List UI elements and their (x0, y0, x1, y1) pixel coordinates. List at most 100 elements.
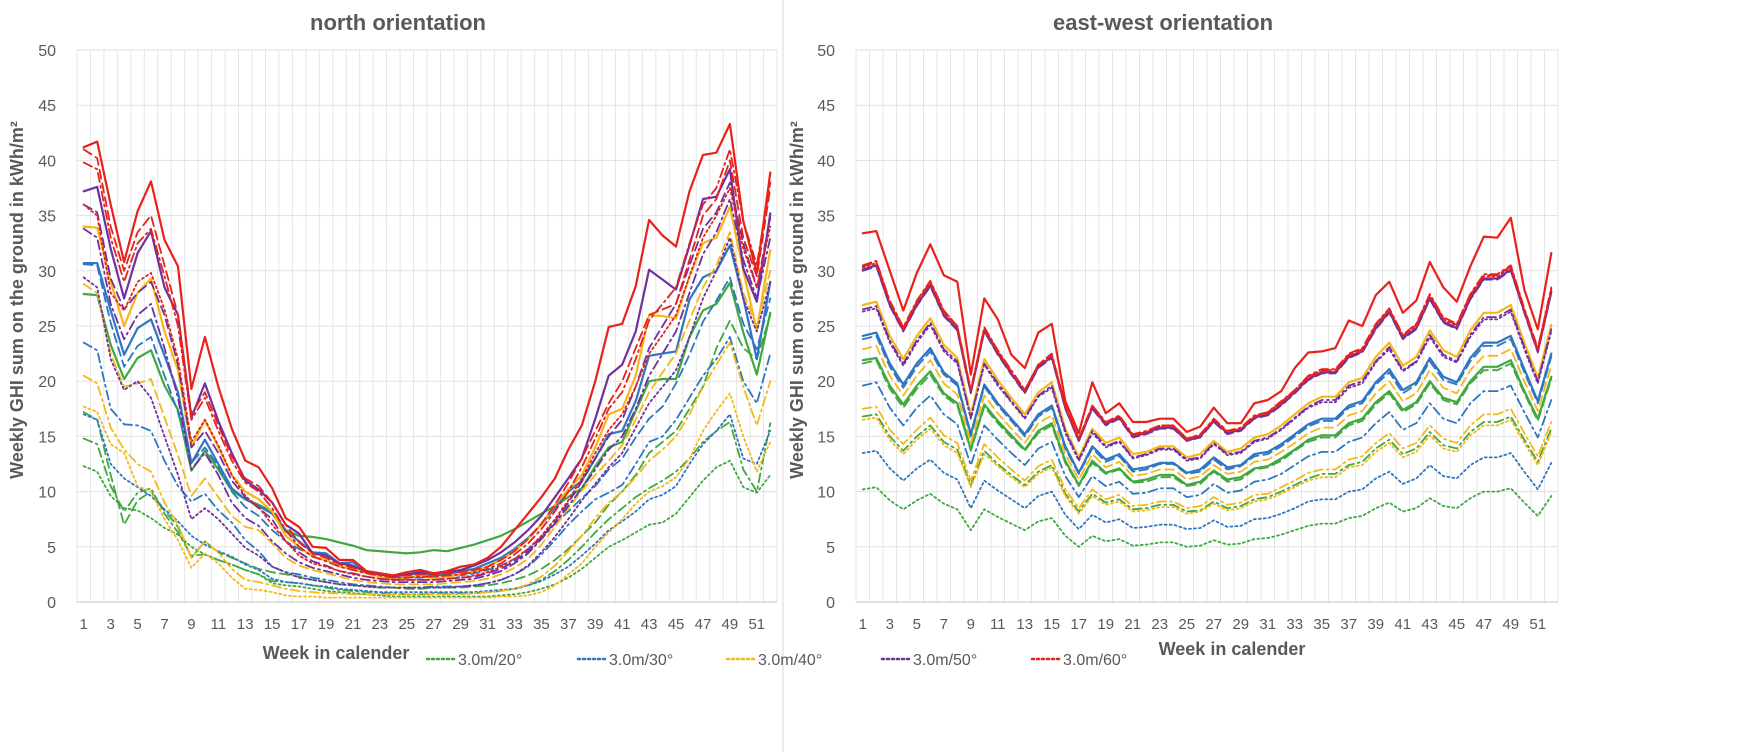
x-tick-label: 49 (722, 616, 739, 633)
x-tick-label: 5 (913, 616, 921, 633)
east-west-series-line-6 (861, 381, 1553, 499)
y-tick-label: 40 (817, 153, 835, 170)
north-x-axis-label: Week in calender (263, 643, 410, 663)
x-tick-label: 29 (452, 616, 469, 633)
x-tick-label: 9 (967, 616, 975, 633)
north-series-line-14 (82, 198, 772, 583)
x-tick-label: 3 (106, 616, 114, 633)
north-series-line-13 (82, 236, 772, 589)
y-tick-label: 5 (47, 540, 56, 557)
east-west-series-line-11 (861, 344, 1553, 481)
y-tick-label: 20 (38, 374, 56, 391)
y-tick-label: 25 (817, 319, 835, 336)
x-tick-label: 37 (560, 616, 577, 633)
x-tick-label: 21 (345, 616, 362, 633)
east-west-series-lines (861, 216, 1553, 548)
east-west-series-line-12 (861, 300, 1553, 459)
x-tick-label: 39 (1367, 616, 1384, 633)
north-series-line-10 (82, 341, 772, 596)
x-tick-label: 49 (1502, 616, 1519, 633)
x-tick-label: 13 (1016, 616, 1033, 633)
x-tick-label: 11 (211, 616, 227, 633)
x-tick-label: 43 (641, 616, 658, 633)
y-tick-label: 15 (817, 429, 835, 446)
x-tick-label: 41 (614, 616, 631, 633)
east-west-series-line-10 (861, 405, 1553, 510)
east-west-series-line-20 (861, 216, 1553, 435)
x-tick-label: 31 (479, 616, 496, 633)
y-tick-label: 0 (47, 595, 56, 612)
north-series-line-20 (82, 122, 772, 577)
north-series-lines (82, 122, 772, 599)
east-west-y-axis-label: Weekly GHI sum on the ground in kWh/m² (787, 121, 807, 479)
x-tick-label: 27 (425, 616, 442, 633)
x-tick-label: 25 (398, 616, 415, 633)
north-chart-title: north orientation (310, 10, 486, 35)
east-west-series-line-4 (861, 356, 1553, 487)
y-tick-label: 30 (817, 264, 835, 281)
north-series-line-9 (82, 392, 772, 599)
x-tick-label: 39 (587, 616, 604, 633)
x-tick-label: 35 (1313, 616, 1330, 633)
x-tick-label: 51 (1529, 616, 1546, 633)
legend: 3.0m/20° 3.0m/30° 3.0m/40° 3.0m/50° 3.0m/60° (425, 652, 1127, 669)
north-series-line-6 (82, 336, 772, 589)
east-west-gridlines (855, 49, 1559, 603)
y-tick-label: 15 (38, 429, 56, 446)
east-west-series-line-8 (861, 331, 1553, 474)
x-tick-label: 37 (1340, 616, 1357, 633)
east-west-series-line-9 (861, 416, 1553, 515)
x-tick-label: 3 (886, 616, 894, 633)
x-tick-label: 7 (160, 616, 168, 633)
north-series-line-5 (82, 413, 772, 593)
east-west-x-axis-label: Week in calender (1159, 639, 1306, 659)
y-tick-label: 10 (817, 485, 835, 502)
y-tick-label: 35 (38, 209, 56, 226)
east-west-series-line-19 (861, 261, 1553, 440)
north-orientation-panel: north orientation Weekly GHI sum on the … (7, 10, 778, 663)
x-tick-label: 25 (1178, 616, 1195, 633)
east-west-chart-title: east-west orientation (1053, 10, 1273, 35)
x-tick-label: 23 (1151, 616, 1168, 633)
x-tick-label: 45 (668, 616, 685, 633)
x-tick-label: 15 (264, 616, 281, 633)
north-series-line-8 (82, 244, 772, 577)
y-tick-label: 5 (826, 540, 835, 557)
east-west-y-tick-labels: 0 5 10 15 20 25 30 35 40 45 50 (817, 43, 835, 612)
east-west-series-line-14 (861, 305, 1553, 461)
x-tick-label: 11 (990, 616, 1006, 633)
east-west-series-line-5 (861, 449, 1553, 530)
x-tick-label: 43 (1421, 616, 1438, 633)
x-tick-label: 17 (291, 616, 308, 633)
north-series-line-7 (82, 263, 772, 579)
north-x-tick-labels: 1 3 5 7 9 11 13 15 17 19 21 23 25 27 29 31 33 35 37 39 41 43 4… (80, 616, 766, 633)
x-tick-label: 31 (1259, 616, 1276, 633)
x-tick-label: 33 (506, 616, 523, 633)
x-tick-label: 35 (533, 616, 550, 633)
x-tick-label: 33 (1286, 616, 1303, 633)
y-tick-label: 50 (38, 43, 56, 60)
east-west-series-line-1 (861, 486, 1553, 548)
x-tick-label: 29 (1232, 616, 1249, 633)
east-west-series-line-13 (861, 307, 1553, 462)
y-tick-label: 35 (817, 209, 835, 226)
y-tick-label: 50 (817, 43, 835, 60)
x-tick-label: 7 (940, 616, 948, 633)
y-tick-label: 10 (38, 485, 56, 502)
x-tick-label: 27 (1205, 616, 1222, 633)
x-tick-label: 47 (1475, 616, 1492, 633)
legend-label: 3.0m/40° (758, 652, 822, 669)
north-series-line-19 (82, 148, 772, 577)
y-tick-label: 25 (38, 319, 56, 336)
x-tick-label: 1 (80, 616, 88, 633)
east-west-orientation-panel: east-west orientation Weekly GHI sum on … (787, 10, 1559, 659)
x-tick-label: 21 (1124, 616, 1141, 633)
y-tick-label: 0 (826, 595, 835, 612)
legend-label: 3.0m/30° (609, 652, 673, 669)
x-tick-label: 51 (748, 616, 765, 633)
x-tick-label: 5 (133, 616, 141, 633)
north-series-line-11 (82, 231, 772, 586)
x-tick-label: 19 (318, 616, 335, 633)
x-tick-label: 47 (695, 616, 712, 633)
